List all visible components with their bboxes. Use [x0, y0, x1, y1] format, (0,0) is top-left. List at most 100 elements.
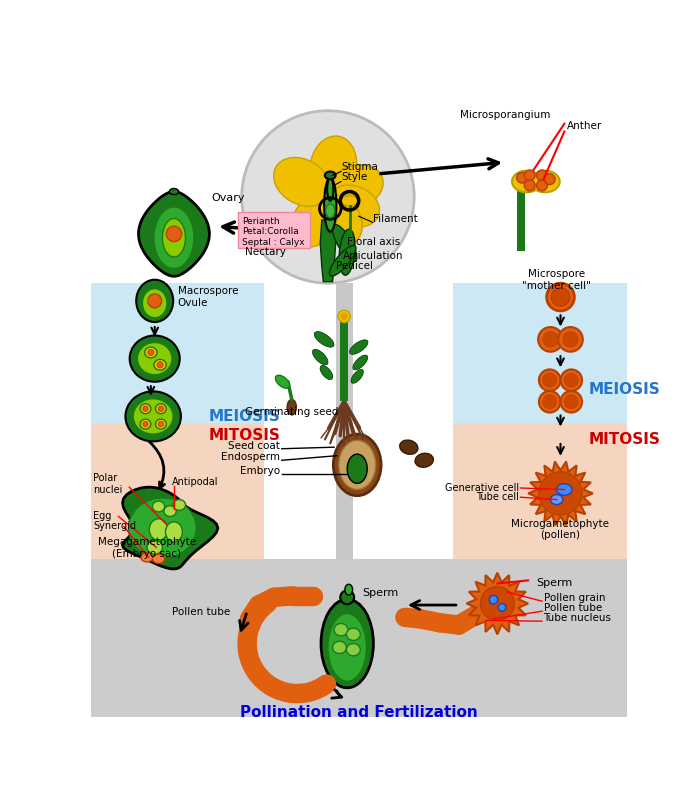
Circle shape — [561, 391, 582, 412]
FancyBboxPatch shape — [91, 424, 264, 560]
Ellipse shape — [349, 340, 368, 354]
Text: Tube cell: Tube cell — [476, 492, 519, 502]
Text: Stigma: Stigma — [342, 162, 379, 172]
Ellipse shape — [321, 600, 373, 688]
Text: Perianth
Petal:Corolla
Septal : Calyx: Perianth Petal:Corolla Septal : Calyx — [241, 217, 304, 247]
Text: Style: Style — [342, 172, 368, 182]
Ellipse shape — [341, 195, 358, 206]
Text: Polar
nuclei: Polar nuclei — [93, 474, 122, 495]
Ellipse shape — [345, 584, 353, 595]
Text: Microspore
"mother cell": Microspore "mother cell" — [522, 270, 591, 291]
Text: Filament: Filament — [372, 214, 417, 224]
Ellipse shape — [153, 554, 164, 563]
Ellipse shape — [531, 171, 560, 192]
Text: Nectary: Nectary — [246, 247, 286, 257]
Ellipse shape — [550, 495, 563, 504]
Circle shape — [148, 349, 154, 356]
Text: Egg: Egg — [93, 512, 111, 521]
FancyBboxPatch shape — [91, 558, 626, 717]
Circle shape — [524, 180, 535, 190]
FancyBboxPatch shape — [91, 283, 264, 424]
Circle shape — [539, 370, 561, 391]
Ellipse shape — [173, 500, 186, 510]
Ellipse shape — [334, 624, 348, 636]
Text: Pollen tube: Pollen tube — [543, 603, 602, 613]
Ellipse shape — [340, 591, 354, 604]
Ellipse shape — [130, 336, 180, 382]
Ellipse shape — [291, 194, 337, 247]
Circle shape — [489, 596, 498, 604]
Ellipse shape — [415, 454, 433, 467]
Text: MEIOSIS: MEIOSIS — [209, 409, 280, 424]
FancyBboxPatch shape — [340, 320, 348, 401]
Ellipse shape — [512, 171, 541, 192]
Text: Tube nucleus: Tube nucleus — [543, 613, 612, 623]
Circle shape — [558, 327, 583, 352]
Ellipse shape — [147, 541, 162, 554]
Text: MITOSIS: MITOSIS — [209, 429, 281, 443]
Text: Pollination and Fertilization: Pollination and Fertilization — [240, 705, 477, 721]
Ellipse shape — [133, 399, 173, 434]
FancyBboxPatch shape — [517, 186, 525, 251]
Text: MEIOSIS: MEIOSIS — [588, 382, 660, 397]
Circle shape — [480, 587, 514, 621]
Circle shape — [561, 370, 582, 391]
Ellipse shape — [332, 642, 346, 654]
FancyBboxPatch shape — [453, 283, 626, 425]
Text: Pedicel: Pedicel — [336, 261, 372, 271]
Text: Sperm: Sperm — [363, 587, 399, 598]
Text: Antipodal: Antipodal — [172, 477, 219, 487]
Circle shape — [539, 391, 561, 412]
Ellipse shape — [327, 178, 333, 201]
Ellipse shape — [346, 643, 360, 656]
Ellipse shape — [312, 349, 328, 365]
Polygon shape — [466, 573, 528, 634]
Circle shape — [545, 174, 555, 185]
Ellipse shape — [332, 224, 357, 261]
Ellipse shape — [340, 229, 355, 275]
Circle shape — [542, 395, 556, 408]
Ellipse shape — [327, 165, 383, 209]
Text: Embryo: Embryo — [240, 466, 280, 476]
Ellipse shape — [310, 136, 357, 197]
Circle shape — [552, 288, 570, 307]
Text: Seed coat: Seed coat — [228, 441, 280, 451]
Ellipse shape — [556, 483, 572, 495]
Ellipse shape — [339, 441, 376, 490]
Ellipse shape — [333, 434, 381, 495]
Ellipse shape — [137, 342, 172, 374]
Circle shape — [563, 332, 578, 347]
Text: Articulation: Articulation — [344, 250, 404, 261]
Ellipse shape — [169, 189, 178, 194]
FancyBboxPatch shape — [453, 424, 626, 560]
Text: Microsporangium: Microsporangium — [460, 111, 550, 120]
Polygon shape — [321, 220, 336, 282]
Circle shape — [564, 374, 578, 387]
Circle shape — [158, 421, 164, 427]
Text: Macrospore
Ovule: Macrospore Ovule — [178, 286, 238, 307]
Ellipse shape — [320, 366, 332, 379]
Circle shape — [564, 395, 578, 408]
Circle shape — [338, 310, 350, 323]
Ellipse shape — [140, 419, 151, 429]
Ellipse shape — [140, 404, 151, 414]
Text: Megagametophyte
(Embryo sac): Megagametophyte (Embryo sac) — [98, 537, 196, 558]
Ellipse shape — [145, 347, 157, 358]
Ellipse shape — [328, 613, 367, 681]
Circle shape — [537, 180, 547, 190]
Circle shape — [158, 406, 164, 412]
Polygon shape — [122, 487, 218, 569]
Ellipse shape — [155, 419, 167, 429]
Ellipse shape — [314, 332, 334, 347]
Ellipse shape — [324, 178, 337, 232]
Text: Microgametophyte
(pollen): Microgametophyte (pollen) — [512, 519, 610, 541]
Circle shape — [341, 313, 347, 320]
Ellipse shape — [325, 172, 336, 179]
Circle shape — [539, 472, 582, 515]
Ellipse shape — [125, 391, 181, 441]
Ellipse shape — [142, 289, 167, 318]
Ellipse shape — [165, 522, 183, 541]
Ellipse shape — [287, 399, 296, 415]
Ellipse shape — [400, 440, 418, 454]
Text: Endosperm: Endosperm — [221, 452, 280, 462]
